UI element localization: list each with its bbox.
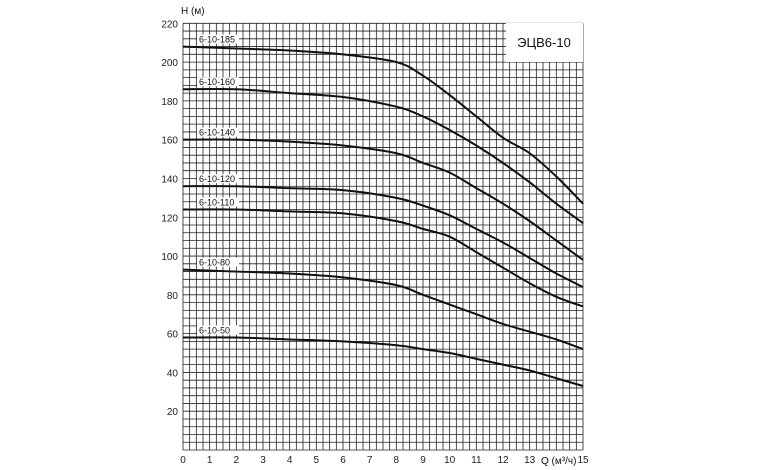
series-line-6-10-50: [182, 336, 584, 387]
series-label-bg: [197, 197, 239, 207]
curves: 6-10-185 6-10-160 6-10-140 6-10-120 6-10-110…: [182, 34, 584, 387]
x-tick-label: 10: [444, 455, 456, 466]
y-tick-label: 100: [161, 252, 178, 263]
series-label-bg: [197, 257, 239, 267]
y-tick-label: 80: [167, 291, 179, 302]
series-line-6-10-185: [182, 45, 584, 205]
x-axis-label: Q (м³/ч): [541, 456, 576, 467]
x-tick-label: 7: [367, 455, 373, 466]
series-label: 6-10-160: [199, 77, 235, 87]
series-label-bg: [197, 77, 239, 87]
y-tick-label: 40: [167, 368, 179, 379]
series-line-6-10-140: [182, 138, 584, 261]
y-tick-label: 20: [167, 407, 179, 418]
y-tick-label: 200: [161, 58, 178, 69]
grid: [182, 22, 584, 451]
series-label: 6-10-120: [199, 174, 235, 184]
x-tick-label: 9: [420, 455, 426, 466]
x-tick-label: 5: [314, 455, 320, 466]
x-tick-label: 8: [394, 455, 400, 466]
series-line-6-10-110: [182, 208, 584, 308]
series-label: 6-10-110: [199, 197, 234, 207]
y-tick-label: 120: [161, 213, 178, 224]
chart-title: ЭЦВ6-10: [517, 35, 571, 50]
x-tick-label: 11: [471, 455, 482, 466]
y-tick-label: 160: [161, 136, 178, 147]
x-tick-label: 2: [234, 455, 240, 466]
x-tick-label: 0: [180, 455, 186, 466]
series-line-6-10-120: [182, 185, 584, 288]
y-tick-label: 180: [161, 97, 178, 108]
x-tick-label: 15: [577, 455, 589, 466]
series-label: 6-10-50: [199, 326, 230, 336]
series-label-bg: [197, 174, 239, 184]
y-tick-label: 220: [161, 19, 178, 30]
series-label-bg: [197, 325, 239, 335]
series-line-6-10-160: [182, 87, 584, 224]
x-tick-label: 1: [207, 455, 213, 466]
series-line-6-10-80: [182, 268, 584, 351]
x-tick-label: 13: [524, 455, 536, 466]
x-tick-label: 12: [497, 455, 509, 466]
series-label-bg: [197, 127, 239, 137]
x-tick-label: 3: [260, 455, 266, 466]
y-tick-label: 60: [167, 330, 179, 341]
y-axis-label: H (м): [181, 6, 205, 17]
legend-box: ЭЦВ6-10: [506, 23, 583, 62]
y-tick-label: 140: [161, 174, 178, 185]
x-tick-label: 6: [340, 455, 346, 466]
series-label: 6-10-140: [199, 128, 235, 138]
series-label: 6-10-185: [199, 35, 235, 45]
series-label-bg: [197, 34, 239, 44]
ticks: 0 1 2 3 4 5 6 7 8 9 10 11 12 13 1520406080100120140160…: [161, 19, 589, 466]
series-label: 6-10-80: [199, 258, 230, 268]
x-tick-label: 4: [287, 455, 293, 466]
